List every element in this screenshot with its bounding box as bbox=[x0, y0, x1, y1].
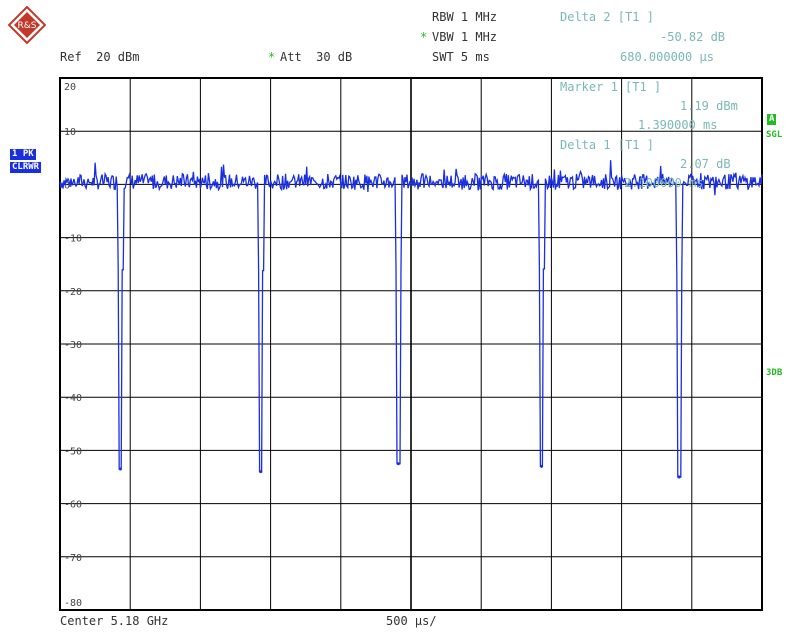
y-tick-label: 0 bbox=[64, 180, 70, 191]
grid-lines bbox=[60, 78, 762, 610]
svg-text:R&S: R&S bbox=[18, 21, 37, 31]
brand-logo: R&S bbox=[8, 6, 46, 44]
ref-level-label: Ref 20 dBm bbox=[60, 50, 140, 64]
rbw-label: RBW 1 MHz bbox=[432, 10, 498, 24]
dip-point bbox=[259, 470, 263, 474]
marker1-title: Marker 1 [T1 ] bbox=[560, 80, 662, 94]
trace-mode-badge: 1 PK bbox=[10, 149, 36, 160]
single-sweep-label: SGL bbox=[766, 130, 783, 140]
delta2-time: 680.000000 µs bbox=[620, 50, 714, 64]
right-a-badge: A bbox=[767, 114, 777, 125]
y-tick-label: -30 bbox=[64, 340, 82, 351]
dip-point bbox=[118, 467, 122, 471]
y-tick-label: 20 bbox=[64, 82, 76, 93]
delta2-title: Delta 2 [T1 ] bbox=[560, 10, 654, 24]
y-tick-label: 10 bbox=[64, 127, 76, 138]
three-db-label: 3DB bbox=[766, 368, 783, 378]
clear-write-badge: CLRWR bbox=[10, 162, 42, 173]
att-star-icon: * bbox=[268, 50, 276, 64]
center-frequency-label: Center 5.18 GHz bbox=[60, 614, 169, 628]
marker1-time: 1.390000 ms bbox=[638, 118, 718, 132]
trace-line bbox=[59, 160, 763, 478]
marker1-level: 1.19 dBm bbox=[680, 99, 738, 113]
y-tick-label: -50 bbox=[64, 446, 82, 457]
dip-point bbox=[540, 464, 544, 468]
delta2-level: -50.82 dB bbox=[660, 30, 726, 44]
delta1-level: 2.07 dB bbox=[680, 157, 731, 171]
delta1-time: 2.100000 ms bbox=[624, 176, 704, 190]
y-tick-label: -40 bbox=[64, 393, 82, 404]
attenuation-label: Att 30 dB bbox=[280, 50, 353, 64]
dip-point bbox=[677, 475, 681, 479]
marker-symbols bbox=[118, 462, 681, 479]
vbw-label: VBW 1 MHz bbox=[432, 30, 498, 44]
delta1-title: Delta 1 [T1 ] bbox=[560, 138, 654, 152]
y-tick-label: -60 bbox=[64, 500, 82, 511]
swt-label: SWT 5 ms bbox=[432, 50, 490, 64]
y-tick-label: -80 bbox=[64, 598, 82, 609]
dip-point bbox=[396, 462, 400, 466]
vbw-star-icon: * bbox=[420, 30, 428, 44]
y-tick-label: -20 bbox=[64, 287, 82, 298]
y-axis-ticks: 20 10 0 -10 -20 -30 -40 -50 -60 -70 -80 bbox=[64, 82, 82, 609]
y-tick-label: -10 bbox=[64, 234, 82, 245]
time-per-division-label: 500 µs/ bbox=[386, 614, 437, 628]
y-tick-label: -70 bbox=[64, 553, 82, 564]
